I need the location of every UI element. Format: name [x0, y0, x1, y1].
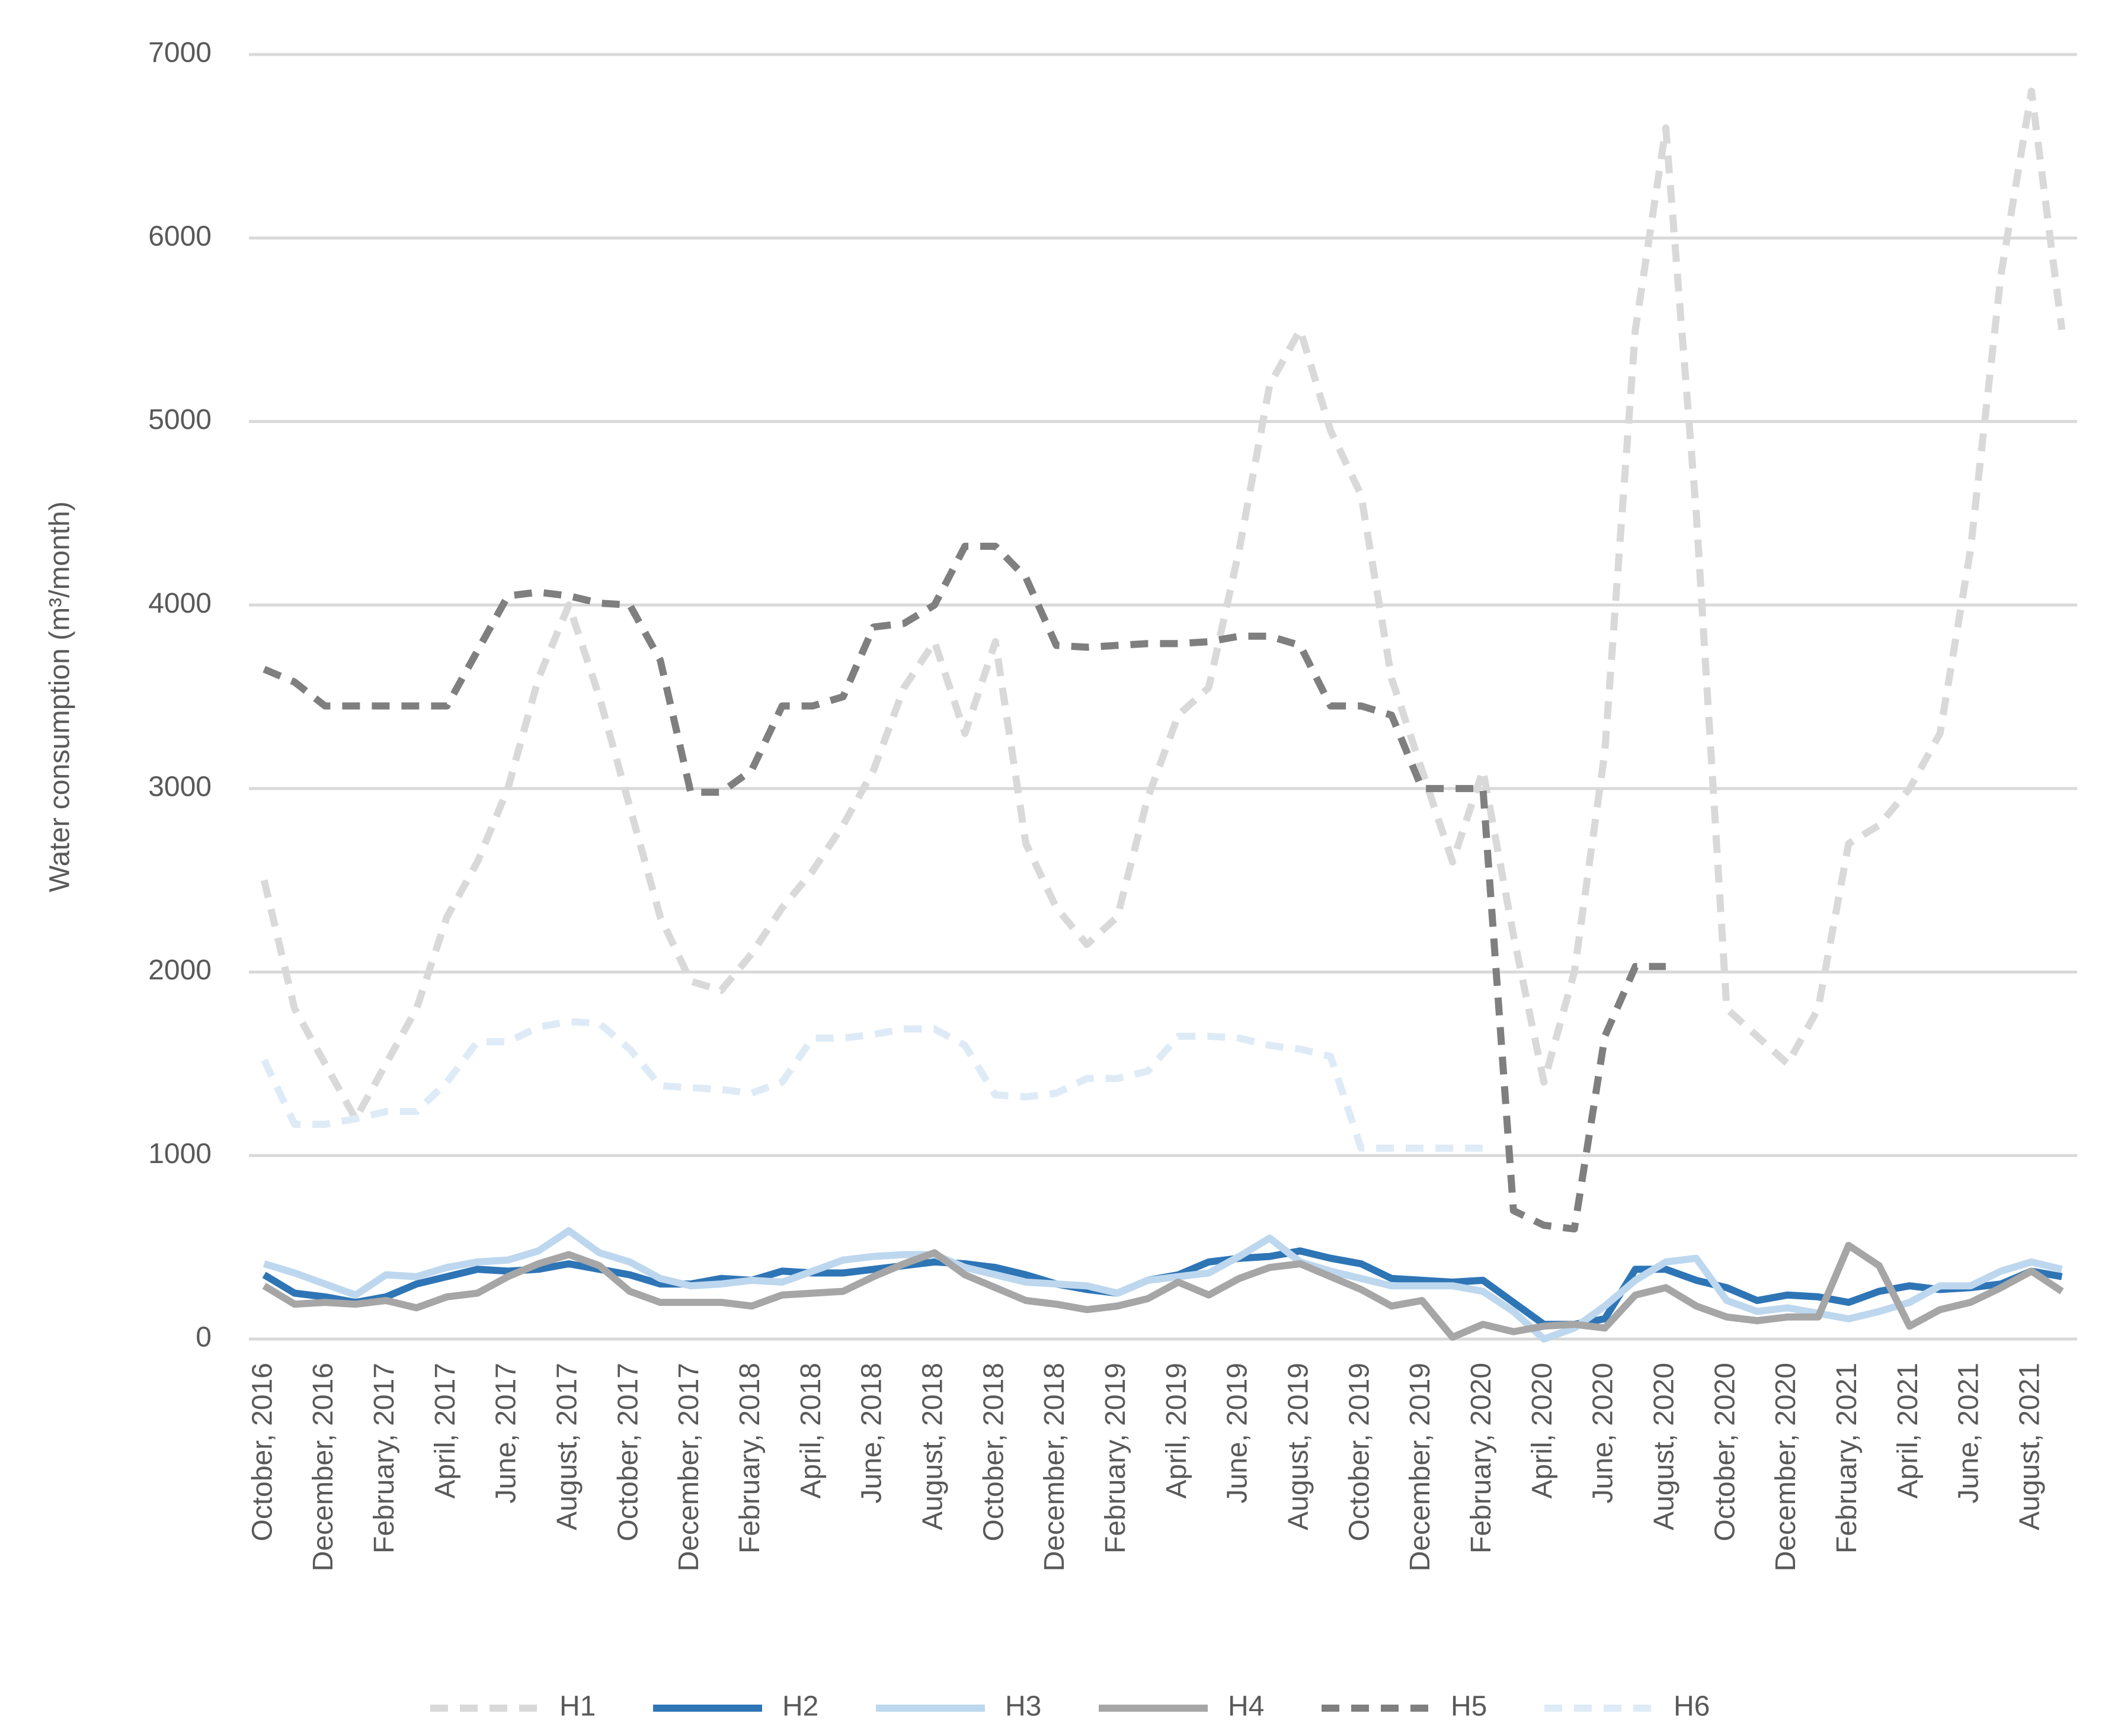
y-axis-title: Water consumption (m³/month) [44, 501, 76, 892]
x-tick-label: April, 2021 [1892, 1363, 1924, 1498]
y-tick-label: 1000 [148, 1138, 212, 1170]
x-tick-label: April, 2020 [1527, 1363, 1558, 1498]
x-tick-label: December, 2018 [1039, 1363, 1070, 1571]
legend-label: H5 [1451, 1691, 1487, 1722]
x-tick-label: April, 2019 [1161, 1363, 1192, 1498]
x-tick-label: August, 2020 [1649, 1363, 1680, 1530]
legend-label: H4 [1228, 1691, 1264, 1722]
x-tick-label: August, 2019 [1283, 1363, 1314, 1530]
series-line [262, 1242, 2064, 1341]
x-tick-label: December, 2017 [673, 1363, 705, 1571]
y-tick-label: 4000 [148, 588, 212, 619]
x-tick-label: December, 2016 [308, 1363, 339, 1571]
y-tick-label: 3000 [148, 771, 212, 803]
legend-label: H3 [1005, 1691, 1041, 1722]
x-tick-label: October, 2018 [978, 1363, 1009, 1542]
x-tick-label: April, 2018 [795, 1363, 827, 1498]
x-tick-label: October, 2016 [247, 1363, 278, 1542]
x-tick-label: February, 2017 [369, 1363, 400, 1554]
x-tick-label: February, 2021 [1831, 1363, 1863, 1554]
x-tick-label: June, 2021 [1953, 1363, 1985, 1504]
y-tick-label: 0 [196, 1322, 212, 1353]
x-tick-label: June, 2020 [1588, 1363, 1619, 1504]
x-tick-label: December, 2020 [1770, 1363, 1802, 1571]
series-line [263, 1227, 2063, 1343]
x-tick-label: October, 2019 [1343, 1363, 1375, 1542]
x-tick-label: June, 2018 [856, 1363, 888, 1504]
x-tick-label: June, 2017 [491, 1363, 522, 1504]
series-line [261, 1018, 1483, 1152]
y-tick-label: 6000 [148, 220, 212, 252]
series-line [260, 87, 2066, 1123]
y-tick-label: 5000 [148, 404, 212, 435]
x-tick-label: February, 2019 [1100, 1363, 1131, 1554]
x-tick-label: October, 2017 [612, 1363, 644, 1542]
series-line [263, 543, 1666, 1233]
x-tick-label: August, 2017 [552, 1363, 583, 1530]
y-tick-label: 7000 [148, 37, 212, 69]
x-tick-label: June, 2019 [1222, 1363, 1253, 1504]
x-tick-label: August, 2021 [2014, 1363, 2046, 1530]
x-tick-label: February, 2020 [1466, 1363, 1497, 1554]
x-tick-label: August, 2018 [917, 1363, 949, 1530]
legend-label: H1 [559, 1691, 596, 1722]
x-tick-label: December, 2019 [1405, 1363, 1436, 1571]
legend-label: H2 [782, 1691, 818, 1722]
x-tick-label: April, 2017 [430, 1363, 461, 1498]
x-tick-label: February, 2018 [734, 1363, 766, 1554]
legend-label: H6 [1674, 1691, 1710, 1722]
y-tick-label: 2000 [148, 955, 212, 986]
x-tick-label: October, 2020 [1709, 1363, 1741, 1542]
